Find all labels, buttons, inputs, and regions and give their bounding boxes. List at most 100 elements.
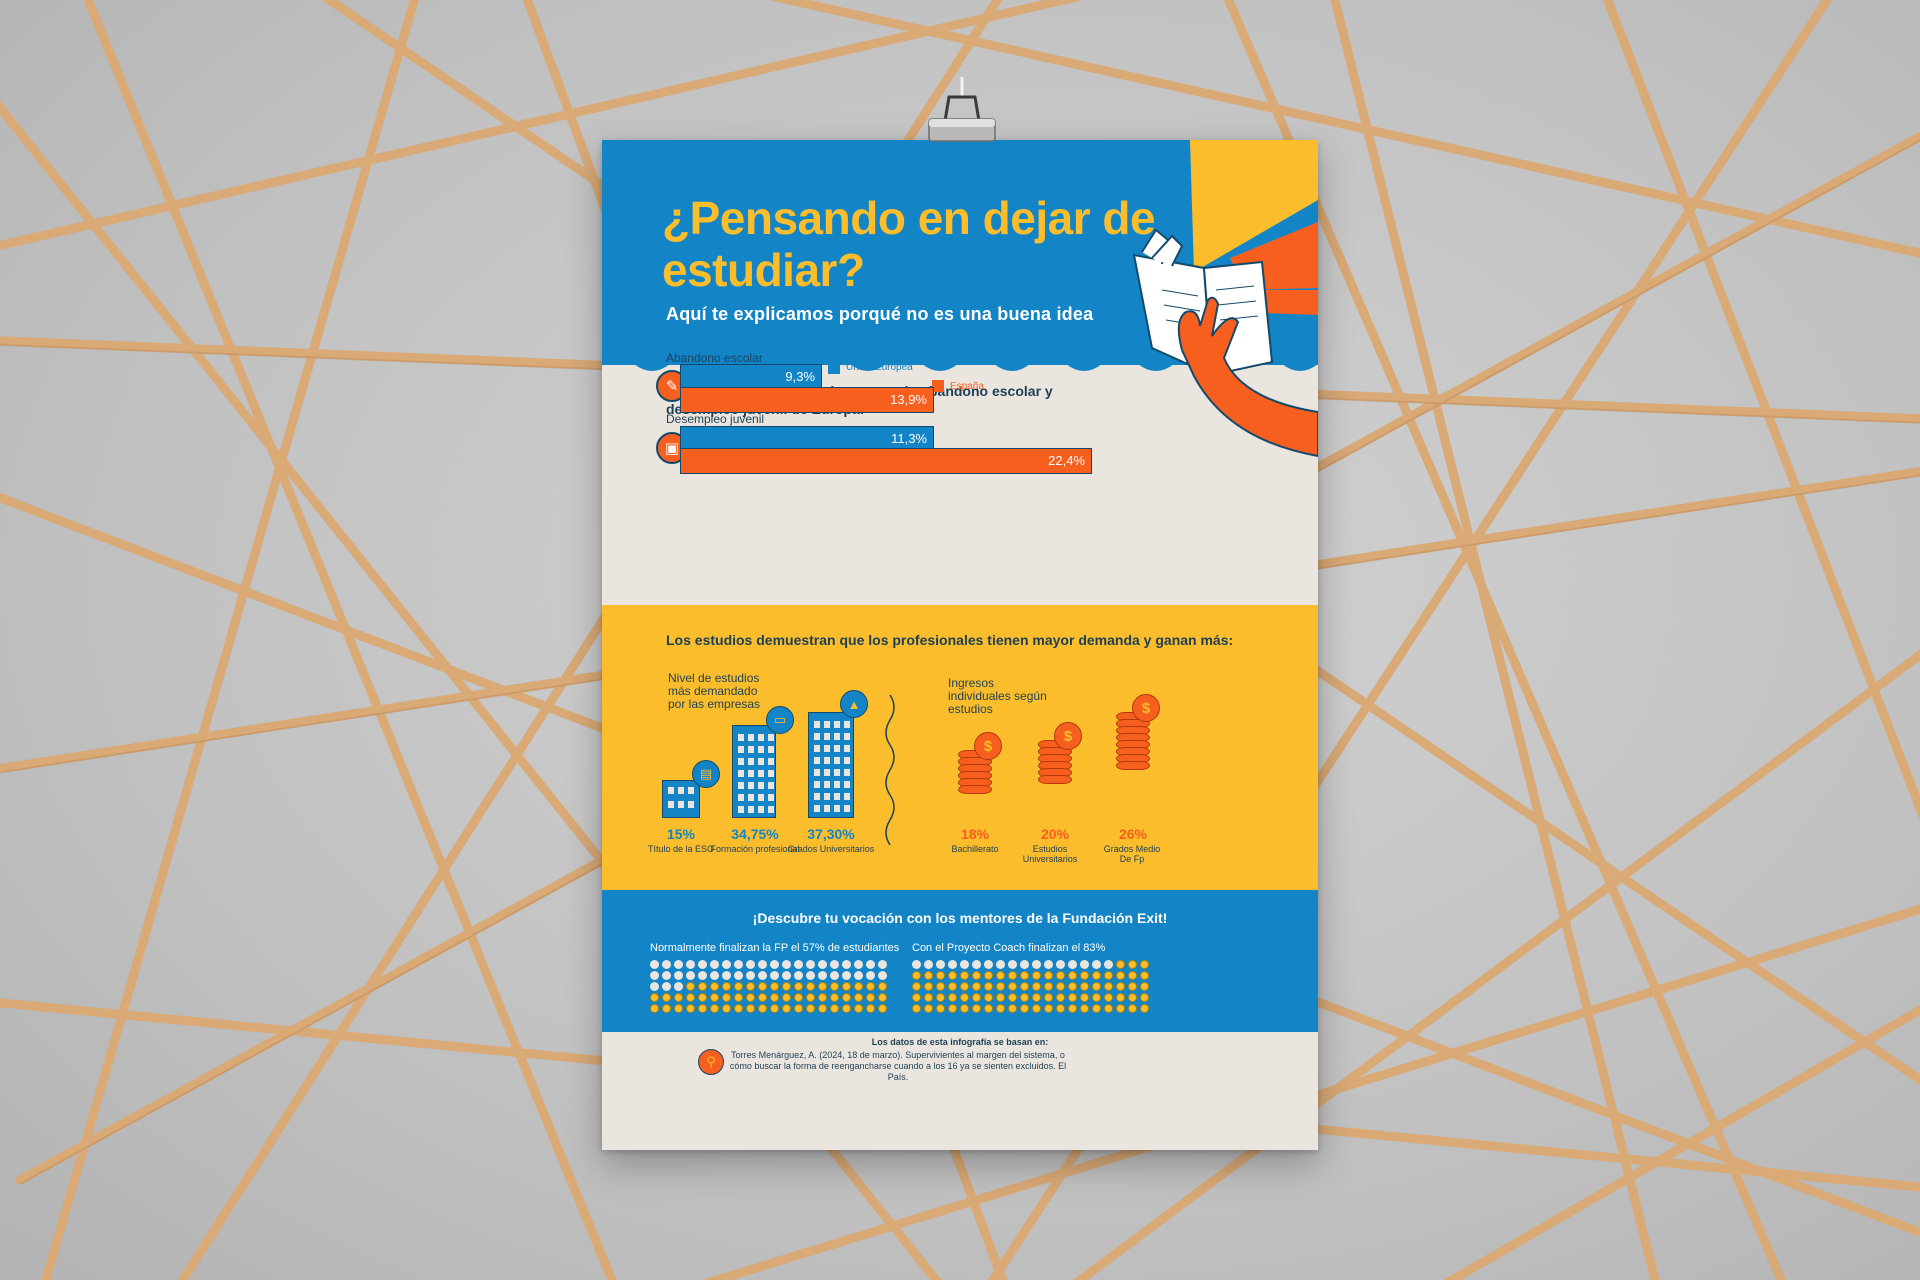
student-finished-dot: [734, 993, 743, 1002]
student-finished-dot: [1140, 1004, 1149, 1013]
student-dot: [686, 960, 695, 969]
income-caption: Ingresos individuales según estudios: [948, 676, 1047, 716]
student-finished-dot: [1092, 993, 1101, 1002]
building-window: [834, 793, 840, 800]
student-dot: [698, 971, 707, 980]
building-window: [748, 770, 754, 777]
building-window: [814, 769, 820, 776]
demand-pct-eso: 15%: [666, 826, 696, 842]
student-finished-dot: [1008, 993, 1017, 1002]
student-finished-dot: [1104, 993, 1113, 1002]
building-window: [844, 745, 850, 752]
student-finished-dot: [806, 993, 815, 1002]
student-finished-dot: [722, 993, 731, 1002]
student-dot: [806, 971, 815, 980]
footer-citation: Torres Menárguez, A. (2024, 18 de marzo)…: [729, 1050, 1067, 1082]
bar-value-eu-abandono: 9,3%: [785, 369, 815, 384]
student-finished-dot: [948, 1004, 957, 1013]
student-finished-dot: [746, 993, 755, 1002]
student-finished-dot: [854, 982, 863, 991]
student-dot: [948, 960, 957, 969]
building-window: [814, 781, 820, 788]
student-dot: [746, 960, 755, 969]
dollar-icon: $: [1054, 722, 1082, 750]
student-finished-dot: [782, 993, 791, 1002]
student-dot: [710, 960, 719, 969]
coin: [1116, 761, 1150, 770]
student-finished-dot: [878, 982, 887, 991]
student-finished-dot: [1128, 971, 1137, 980]
student-finished-dot: [878, 993, 887, 1002]
building-window: [844, 733, 850, 740]
building-window: [748, 794, 754, 801]
student-dot: [794, 971, 803, 980]
student-dot: [960, 960, 969, 969]
building-window: [844, 793, 850, 800]
student-finished-dot: [1020, 1004, 1029, 1013]
building-window: [834, 757, 840, 764]
building-window: [758, 770, 764, 777]
student-dot: [650, 971, 659, 980]
student-finished-dot: [912, 982, 921, 991]
student-finished-dot: [924, 982, 933, 991]
bar-es-desempleo: 22,4%: [680, 448, 1092, 474]
student-dot: [770, 960, 779, 969]
student-finished-dot: [722, 1004, 731, 1013]
coin: [958, 785, 992, 794]
legend-swatch-es: [932, 380, 944, 392]
student-finished-dot: [830, 993, 839, 1002]
student-dot: [686, 971, 695, 980]
legend-label-eu: Unión Europea: [846, 362, 913, 373]
student-finished-dot: [948, 993, 957, 1002]
building-window: [768, 758, 774, 765]
building-window: [738, 734, 744, 741]
student-dot: [866, 971, 875, 980]
student-dot: [866, 960, 875, 969]
building-window: [748, 782, 754, 789]
student-finished-dot: [782, 982, 791, 991]
dot-grid-left: [650, 960, 888, 1013]
student-finished-dot: [686, 982, 695, 991]
student-finished-dot: [972, 993, 981, 1002]
income-label-universitarios: Estudios Universitarios: [1022, 844, 1078, 864]
wave-divider: [602, 340, 1318, 371]
student-finished-dot: [1104, 1004, 1113, 1013]
student-finished-dot: [1080, 993, 1089, 1002]
student-dot: [842, 971, 851, 980]
student-dot: [1056, 960, 1065, 969]
student-finished-dot: [924, 993, 933, 1002]
building-window: [824, 793, 830, 800]
building-window: [758, 782, 764, 789]
student-finished-dot: [1044, 971, 1053, 980]
student-finished-dot: [794, 1004, 803, 1013]
student-finished-dot: [698, 982, 707, 991]
building-window: [748, 806, 754, 813]
student-finished-dot: [770, 993, 779, 1002]
student-finished-dot: [1116, 971, 1125, 980]
student-finished-dot: [1056, 982, 1065, 991]
building-window: [748, 746, 754, 753]
student-finished-dot: [866, 982, 875, 991]
student-finished-dot: [1068, 971, 1077, 980]
student-finished-dot: [1056, 993, 1065, 1002]
income-pct-universitarios: 20%: [1040, 826, 1070, 842]
student-finished-dot: [650, 993, 659, 1002]
student-finished-dot: [984, 971, 993, 980]
building-window: [738, 794, 744, 801]
certificate-icon: ▭: [766, 706, 794, 734]
student-finished-dot: [924, 1004, 933, 1013]
student-dot: [1008, 960, 1017, 969]
building-window: [758, 746, 764, 753]
bar-group-label-desempleo: Desempleo juvenil: [666, 412, 765, 426]
student-finished-dot: [818, 982, 827, 991]
student-finished-dot: [960, 1004, 969, 1013]
demand-label-universitarios: Grados Universitarios: [787, 844, 875, 854]
student-finished-dot: [1008, 1004, 1017, 1013]
student-finished-dot: [924, 971, 933, 980]
building-universitarios: [808, 712, 854, 818]
student-dot: [662, 971, 671, 980]
student-dot: [1032, 960, 1041, 969]
student-finished-dot: [960, 993, 969, 1002]
student-finished-dot: [1008, 982, 1017, 991]
student-finished-dot: [818, 993, 827, 1002]
